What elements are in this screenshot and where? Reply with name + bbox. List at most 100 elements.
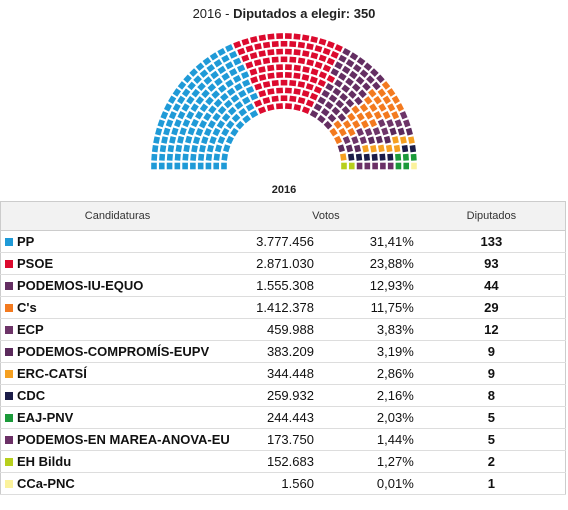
seat <box>159 144 167 153</box>
seat <box>231 113 241 123</box>
seat <box>205 162 212 170</box>
party-swatch <box>5 326 13 334</box>
seat <box>284 103 292 110</box>
seat <box>195 128 204 137</box>
percent: 12,93% <box>317 274 418 297</box>
seat <box>297 41 306 49</box>
seat <box>267 72 275 80</box>
seat <box>321 89 330 98</box>
seat <box>306 43 314 51</box>
seat <box>359 136 367 145</box>
seat <box>220 92 229 102</box>
percent: 23,88% <box>317 252 418 275</box>
percent: 3,83% <box>317 318 418 341</box>
seat <box>382 95 391 105</box>
seat <box>309 76 318 84</box>
seat <box>201 89 210 99</box>
seat <box>221 127 230 137</box>
title-total: 350 <box>353 6 376 21</box>
seat <box>347 153 355 161</box>
seat <box>349 52 359 61</box>
seat <box>331 106 341 116</box>
seat <box>309 109 319 119</box>
seat <box>363 62 373 71</box>
seat <box>396 103 405 112</box>
seat <box>280 56 288 63</box>
title-label: Diputados a elegir: <box>233 6 351 21</box>
seat <box>195 111 204 120</box>
seats: 93 <box>417 252 566 275</box>
seat <box>205 153 213 161</box>
seat <box>221 162 227 170</box>
seat <box>369 103 378 112</box>
seat <box>167 144 175 153</box>
seat <box>356 162 363 170</box>
seat <box>185 135 193 144</box>
percent: 1,44% <box>317 428 418 451</box>
seat <box>326 74 336 83</box>
seat <box>207 120 216 129</box>
party-row: EAJ-PNV 244.443 2,03% 5 <box>0 406 566 429</box>
seat <box>249 52 258 60</box>
seat <box>280 95 288 102</box>
seat <box>318 71 328 79</box>
percent: 2,86% <box>317 362 418 385</box>
seat <box>342 47 351 57</box>
seat <box>258 73 267 81</box>
seat <box>289 41 297 48</box>
seat <box>314 61 323 69</box>
party-name: CDC <box>17 388 46 403</box>
seat <box>232 74 242 83</box>
seat <box>235 120 245 130</box>
seat <box>373 110 382 120</box>
seat <box>371 153 378 161</box>
seat <box>182 162 188 170</box>
seat <box>221 113 231 122</box>
seat <box>217 105 227 115</box>
seat <box>293 33 301 40</box>
seat <box>230 94 240 103</box>
seat <box>387 162 394 170</box>
seat <box>310 36 318 44</box>
percent: 1,27% <box>317 450 418 473</box>
seat <box>189 68 198 77</box>
seat <box>284 48 292 55</box>
col-header: Votos <box>234 201 418 231</box>
seat <box>229 50 238 59</box>
seat <box>341 105 351 115</box>
seat <box>313 103 323 112</box>
votes: 244.443 <box>234 406 318 429</box>
seat <box>354 144 362 153</box>
seat <box>354 96 363 106</box>
seat <box>177 81 187 90</box>
seat <box>221 72 230 81</box>
title-prefix: 2016 - <box>192 6 230 21</box>
seat <box>364 128 373 137</box>
seat <box>165 119 174 128</box>
seat <box>191 144 198 153</box>
seat <box>338 54 347 63</box>
seat <box>399 111 408 120</box>
seat <box>240 71 250 79</box>
seat <box>254 83 263 91</box>
seat <box>301 73 310 81</box>
seat <box>309 92 319 101</box>
party-swatch <box>5 348 13 356</box>
seat <box>377 119 386 128</box>
party-name: CCa-PNC <box>17 476 75 491</box>
seat <box>221 153 228 161</box>
seat <box>393 144 401 153</box>
seat <box>193 75 202 84</box>
seat <box>389 127 397 136</box>
seat <box>358 89 367 99</box>
seat <box>181 103 190 112</box>
seat <box>363 153 371 161</box>
seat <box>337 113 347 122</box>
seat <box>397 127 405 136</box>
seat <box>399 136 407 144</box>
seats: 9 <box>417 362 566 385</box>
seat <box>163 103 172 112</box>
party-name: C's <box>17 300 37 315</box>
seat <box>226 87 236 96</box>
